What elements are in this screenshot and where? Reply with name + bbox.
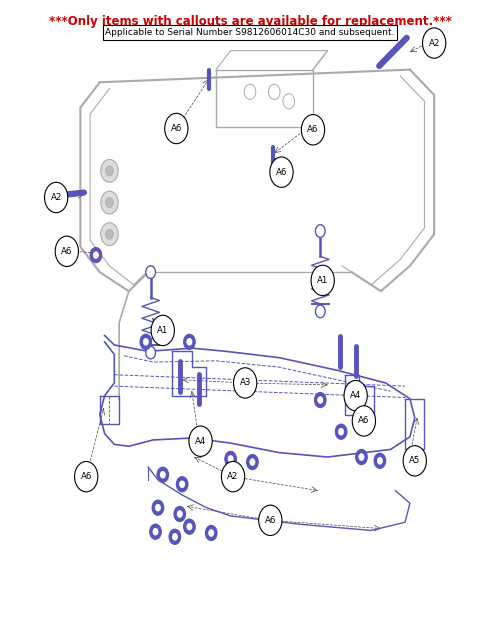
Circle shape — [356, 449, 368, 465]
Circle shape — [152, 500, 164, 515]
Text: A6: A6 — [170, 124, 182, 133]
Circle shape — [106, 166, 114, 176]
Circle shape — [146, 346, 156, 359]
Circle shape — [140, 334, 151, 349]
Text: A6: A6 — [358, 417, 370, 425]
Text: A6: A6 — [264, 516, 276, 525]
Circle shape — [176, 477, 188, 492]
Text: A2: A2 — [228, 472, 238, 481]
Text: A6: A6 — [61, 247, 72, 256]
Circle shape — [344, 380, 368, 411]
Circle shape — [180, 481, 185, 487]
Text: A4: A4 — [195, 437, 206, 446]
Circle shape — [318, 397, 323, 403]
Circle shape — [422, 28, 446, 58]
Circle shape — [44, 182, 68, 213]
Circle shape — [143, 339, 148, 345]
Circle shape — [374, 453, 386, 468]
Circle shape — [187, 523, 192, 530]
Circle shape — [151, 315, 174, 346]
Circle shape — [106, 229, 114, 239]
Circle shape — [74, 461, 98, 492]
Circle shape — [244, 84, 256, 99]
Text: A1: A1 — [317, 276, 328, 285]
Circle shape — [228, 456, 233, 462]
Circle shape — [359, 454, 364, 460]
Circle shape — [164, 113, 188, 144]
Circle shape — [336, 424, 347, 439]
Circle shape — [246, 454, 258, 470]
Text: Applicable to Serial Number S9812606014C30 and subsequent.: Applicable to Serial Number S9812606014C… — [105, 28, 395, 37]
Circle shape — [283, 94, 294, 109]
Circle shape — [314, 392, 326, 408]
Circle shape — [177, 511, 182, 517]
Text: A2: A2 — [428, 39, 440, 47]
Circle shape — [234, 368, 257, 398]
Circle shape — [187, 339, 192, 345]
Circle shape — [100, 160, 118, 182]
Text: A1: A1 — [157, 326, 168, 335]
Circle shape — [316, 305, 325, 318]
Circle shape — [106, 197, 114, 208]
Circle shape — [160, 472, 166, 478]
Text: A5: A5 — [409, 456, 420, 465]
Circle shape — [352, 406, 376, 436]
Circle shape — [100, 223, 118, 246]
Circle shape — [250, 459, 255, 465]
Text: A6: A6 — [80, 472, 92, 481]
Circle shape — [184, 334, 195, 349]
Text: A6: A6 — [308, 125, 318, 134]
Circle shape — [378, 458, 382, 464]
Circle shape — [169, 529, 180, 544]
Text: A4: A4 — [350, 391, 362, 400]
Circle shape — [225, 451, 236, 467]
Circle shape — [174, 506, 186, 522]
Circle shape — [55, 236, 78, 266]
Circle shape — [222, 461, 244, 492]
Circle shape — [258, 505, 282, 536]
Circle shape — [90, 248, 102, 263]
Circle shape — [189, 426, 212, 456]
Circle shape — [403, 446, 426, 476]
Circle shape — [100, 191, 118, 214]
Circle shape — [157, 467, 168, 482]
Circle shape — [270, 157, 293, 187]
Circle shape — [150, 524, 162, 539]
Circle shape — [311, 265, 334, 296]
Circle shape — [268, 84, 280, 99]
Circle shape — [184, 519, 195, 534]
Circle shape — [208, 530, 214, 536]
Circle shape — [156, 505, 160, 511]
Text: A6: A6 — [276, 168, 287, 177]
Circle shape — [146, 266, 156, 279]
Circle shape — [172, 534, 178, 540]
Circle shape — [316, 225, 325, 237]
Circle shape — [206, 525, 217, 541]
Text: A3: A3 — [240, 379, 251, 387]
Circle shape — [302, 115, 324, 145]
Text: ***Only items with callouts are available for replacement.***: ***Only items with callouts are availabl… — [48, 15, 452, 28]
Text: A2: A2 — [50, 193, 62, 202]
Circle shape — [94, 252, 98, 258]
Circle shape — [153, 529, 158, 535]
Circle shape — [338, 429, 344, 435]
